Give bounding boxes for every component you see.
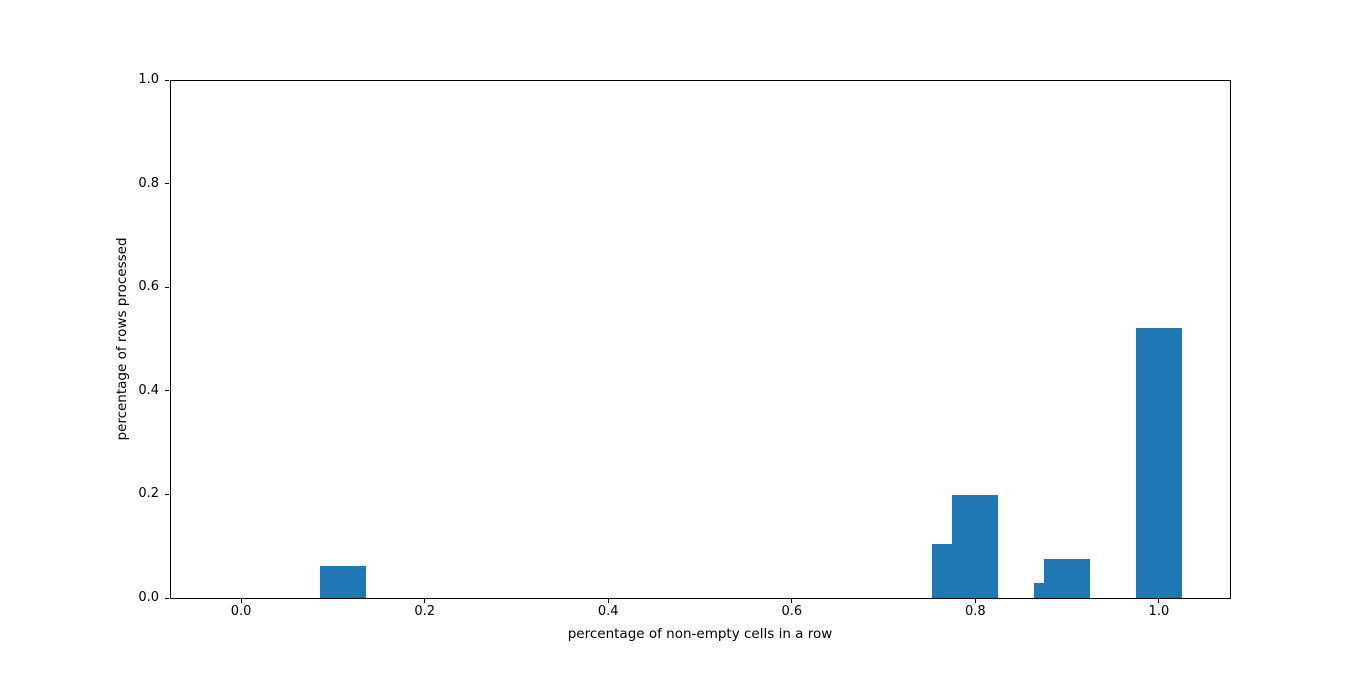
y-tick-mark (165, 183, 169, 185)
x-tick-label: 0.8 (964, 604, 986, 619)
y-axis-label: percentage of rows processed (114, 237, 130, 441)
histogram-bar (1135, 327, 1182, 598)
y-tick-label: 0.0 (138, 590, 159, 605)
x-axis-label: percentage of non-empty cells in a row (567, 626, 833, 642)
plot-area (170, 80, 1231, 599)
x-tick-mark (424, 599, 426, 603)
x-tick-mark (607, 599, 609, 603)
y-tick-mark (165, 493, 169, 495)
y-tick-mark (165, 390, 169, 392)
y-tick-label: 1.0 (138, 72, 159, 87)
x-tick-mark (791, 599, 793, 603)
x-tick-mark (1158, 599, 1160, 603)
y-tick-label: 0.6 (138, 279, 159, 295)
x-tick-label: 0.0 (230, 604, 252, 619)
x-tick-label: 0.6 (781, 604, 803, 619)
histogram-bar (952, 494, 999, 598)
x-tick-label: 0.2 (414, 604, 436, 619)
y-tick-mark (165, 286, 169, 288)
histogram-bar (1044, 559, 1091, 598)
x-tick-label: 1.0 (1148, 604, 1170, 619)
y-tick-label: 0.4 (138, 382, 159, 398)
y-tick-label: 0.2 (138, 486, 159, 502)
y-tick-mark (165, 79, 169, 81)
x-tick-mark (974, 599, 976, 603)
x-tick-mark (240, 599, 242, 603)
histogram-bar (320, 566, 366, 598)
y-tick-label: 0.8 (138, 175, 159, 191)
y-tick-mark (165, 597, 169, 599)
x-tick-label: 0.4 (597, 604, 619, 619)
